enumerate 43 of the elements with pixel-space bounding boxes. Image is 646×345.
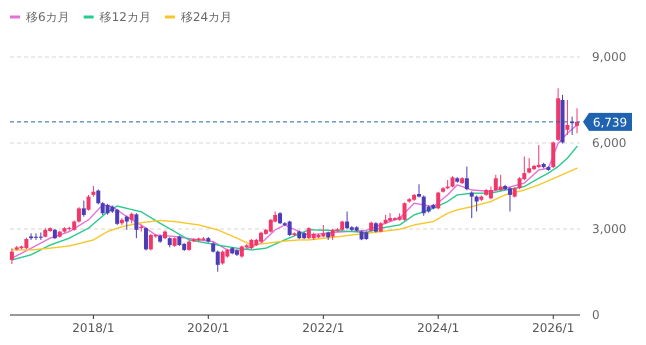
x-tick-label: 2022/1	[302, 321, 344, 335]
candlestick	[417, 184, 422, 198]
candlestick	[278, 212, 282, 225]
candlestick	[144, 226, 148, 251]
y-tick-label: 6,000	[592, 136, 626, 150]
x-tick-label: 2024/1	[417, 321, 460, 335]
candlestick	[512, 186, 517, 198]
candlestick	[446, 179, 450, 190]
candlestick	[378, 222, 383, 233]
candlestick	[124, 215, 129, 230]
candlestick	[130, 212, 134, 224]
candlestick	[436, 191, 440, 210]
candlestick	[565, 100, 570, 136]
candlestick	[52, 228, 57, 240]
x-tick-label: 2026/1	[532, 321, 574, 335]
candlestick	[82, 200, 86, 218]
ref-line-label: 6,739	[592, 115, 628, 130]
candlestick	[474, 194, 479, 212]
candlestick	[470, 190, 474, 219]
candlestick	[86, 194, 91, 212]
y-tick-label: 0	[592, 308, 600, 322]
legend-label: 移6カ月	[26, 10, 70, 24]
candlestick	[575, 108, 580, 134]
candlestick	[91, 186, 96, 198]
y-tick-label: 9,000	[592, 50, 626, 64]
y-tick-label: 3,000	[592, 222, 626, 236]
candlestick	[168, 236, 172, 248]
candlestick	[464, 166, 469, 191]
candlestick	[211, 242, 216, 254]
legend-label: 移24カ月	[180, 10, 232, 24]
legend-label: 移12カ月	[100, 10, 151, 24]
candlestick	[369, 221, 374, 232]
x-tick-label: 2020/1	[187, 321, 230, 335]
x-tick-label: 2018/1	[72, 321, 115, 335]
candlestick	[450, 176, 455, 188]
candlestick	[76, 206, 81, 224]
candlestick	[384, 214, 388, 225]
candlestick	[10, 248, 14, 264]
candlestick	[374, 222, 378, 233]
candlestick	[172, 236, 177, 248]
candlestick	[216, 250, 220, 272]
candlestick	[134, 212, 138, 239]
candlestick	[187, 240, 192, 252]
